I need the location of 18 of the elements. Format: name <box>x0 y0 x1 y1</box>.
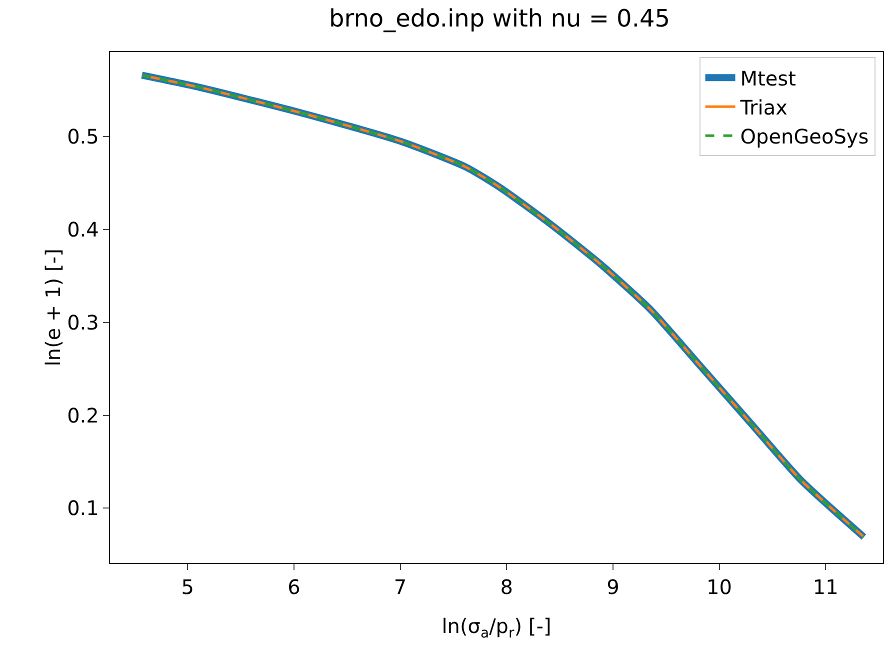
y-tick-label: 0.2 <box>67 403 99 428</box>
legend-label: Mtest <box>740 66 796 90</box>
y-tick-label: 0.5 <box>67 124 99 149</box>
x-tick-label: 6 <box>288 575 300 600</box>
chart-title: brno_edo.inp with nu = 0.45 <box>329 4 670 32</box>
legend-label: OpenGeoSys <box>740 124 869 148</box>
y-axis-title: ln(e + 1) [-] <box>40 248 65 366</box>
y-tick-label: 0.4 <box>67 217 99 242</box>
x-tick-label: 11 <box>812 575 838 600</box>
y-tick-label: 0.3 <box>67 310 99 334</box>
x-tick-label: 9 <box>606 575 620 600</box>
y-tick-label: 0.1 <box>67 496 99 520</box>
legend-label: Triax <box>739 95 788 120</box>
x-tick-label: 5 <box>181 575 194 600</box>
x-tick-label: 8 <box>500 575 513 600</box>
x-axis-title: ln(σ$_{a}$/p$_{r}$) [-] <box>442 614 552 642</box>
x-tick-label: 10 <box>706 575 732 600</box>
x-tick-label: 7 <box>394 575 407 600</box>
